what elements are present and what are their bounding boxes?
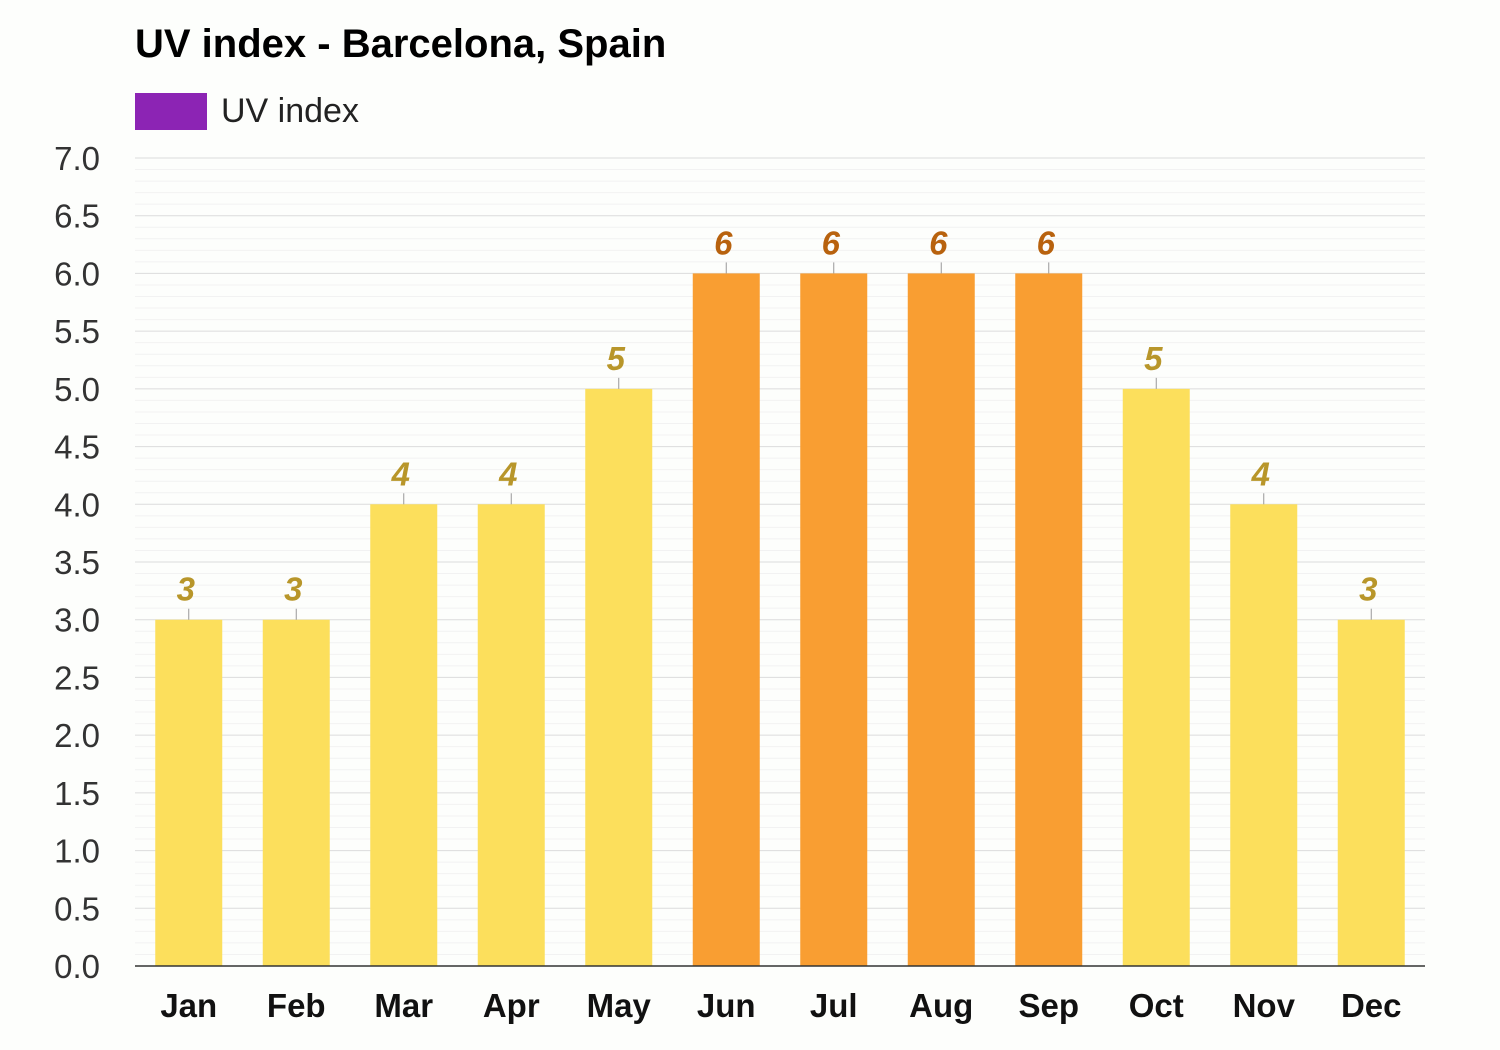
bar-nov [1230,504,1298,966]
data-label: 6 [714,224,733,261]
legend-swatch [135,93,207,130]
bar-mar [370,504,438,966]
x-tick-label: Oct [1129,987,1184,1024]
chart-title: UV index - Barcelona, Spain [135,22,667,66]
y-tick-label: 1.0 [54,833,100,870]
bar-oct [1122,388,1190,966]
y-tick-label: 0.0 [54,948,100,985]
x-tick-label: Sep [1018,987,1079,1024]
y-tick-label: 0.5 [54,890,100,927]
y-tick-label: 1.5 [54,775,100,812]
y-tick-label: 4.0 [54,486,100,523]
data-label: 5 [607,340,626,377]
data-label: 3 [1359,571,1377,608]
bar-apr [477,504,545,966]
data-label: 5 [1144,340,1163,377]
y-tick-label: 7.0 [54,140,100,177]
bar-feb [262,619,330,966]
y-tick-label: 2.0 [54,717,100,754]
x-tick-label: Nov [1233,987,1296,1024]
y-tick-label: 6.0 [54,255,100,292]
bar-jul [800,273,868,966]
bar-sep [1015,273,1083,966]
bar-jun [692,273,760,966]
y-tick-label: 2.5 [54,659,100,696]
data-label: 4 [498,455,517,492]
x-tick-label: Jul [810,987,858,1024]
data-label: 6 [822,224,841,261]
data-label: 6 [1037,224,1056,261]
x-tick-label: Apr [483,987,540,1024]
y-tick-label: 5.5 [54,313,100,350]
y-tick-label: 3.0 [54,602,100,639]
legend-label: UV index [221,92,359,130]
y-tick-label: 5.0 [54,371,100,408]
y-tick-label: 3.5 [54,544,100,581]
x-tick-label: Aug [909,987,973,1024]
x-tick-label: Feb [267,987,326,1024]
data-label: 3 [177,571,195,608]
data-label: 6 [929,224,948,261]
data-label: 4 [391,455,410,492]
x-tick-label: Dec [1341,987,1402,1024]
data-label: 4 [1251,455,1270,492]
bar-dec [1337,619,1405,966]
x-tick-label: Jun [697,987,756,1024]
bar-jan [155,619,223,966]
bar-may [585,388,653,966]
data-label: 3 [284,571,302,608]
bar-aug [907,273,975,966]
x-tick-label: Mar [374,987,433,1024]
x-tick-label: May [587,987,652,1024]
x-tick-label: Jan [160,987,217,1024]
y-tick-label: 4.5 [54,429,100,466]
legend: UV index [135,92,359,131]
y-tick-label: 6.5 [54,198,100,235]
